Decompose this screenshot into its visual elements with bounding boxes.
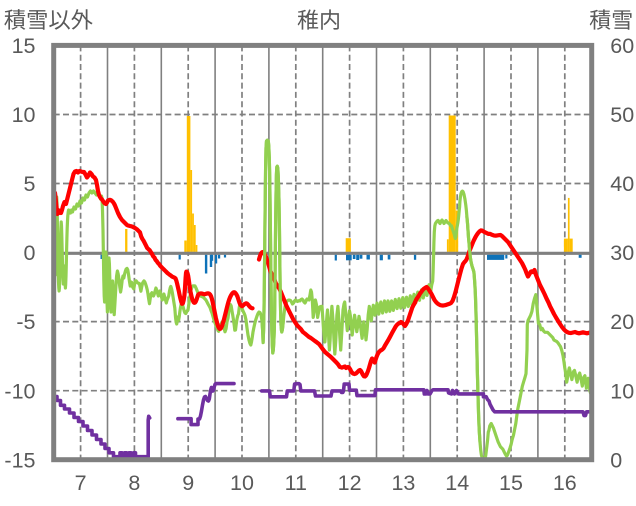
svg-text:15: 15 — [12, 34, 36, 58]
svg-text:50: 50 — [610, 103, 634, 127]
svg-text:12: 12 — [338, 471, 362, 495]
svg-text:-15: -15 — [4, 448, 35, 472]
svg-text:9: 9 — [182, 471, 194, 495]
svg-text:10: 10 — [230, 471, 254, 495]
svg-text:30: 30 — [610, 241, 634, 265]
svg-text:15: 15 — [499, 471, 523, 495]
svg-text:0: 0 — [24, 241, 36, 265]
svg-text:8: 8 — [128, 471, 140, 495]
svg-text:10: 10 — [610, 379, 634, 403]
svg-text:40: 40 — [610, 172, 634, 196]
svg-text:-10: -10 — [4, 379, 35, 403]
svg-text:20: 20 — [610, 310, 634, 334]
svg-text:60: 60 — [610, 34, 634, 58]
svg-text:14: 14 — [445, 471, 469, 495]
svg-text:16: 16 — [553, 471, 577, 495]
svg-text:13: 13 — [391, 471, 415, 495]
svg-text:-5: -5 — [16, 310, 35, 334]
svg-text:11: 11 — [285, 471, 307, 495]
svg-text:7: 7 — [75, 471, 87, 495]
svg-text:10: 10 — [12, 103, 36, 127]
svg-text:5: 5 — [24, 172, 36, 196]
svg-text:0: 0 — [610, 448, 622, 472]
